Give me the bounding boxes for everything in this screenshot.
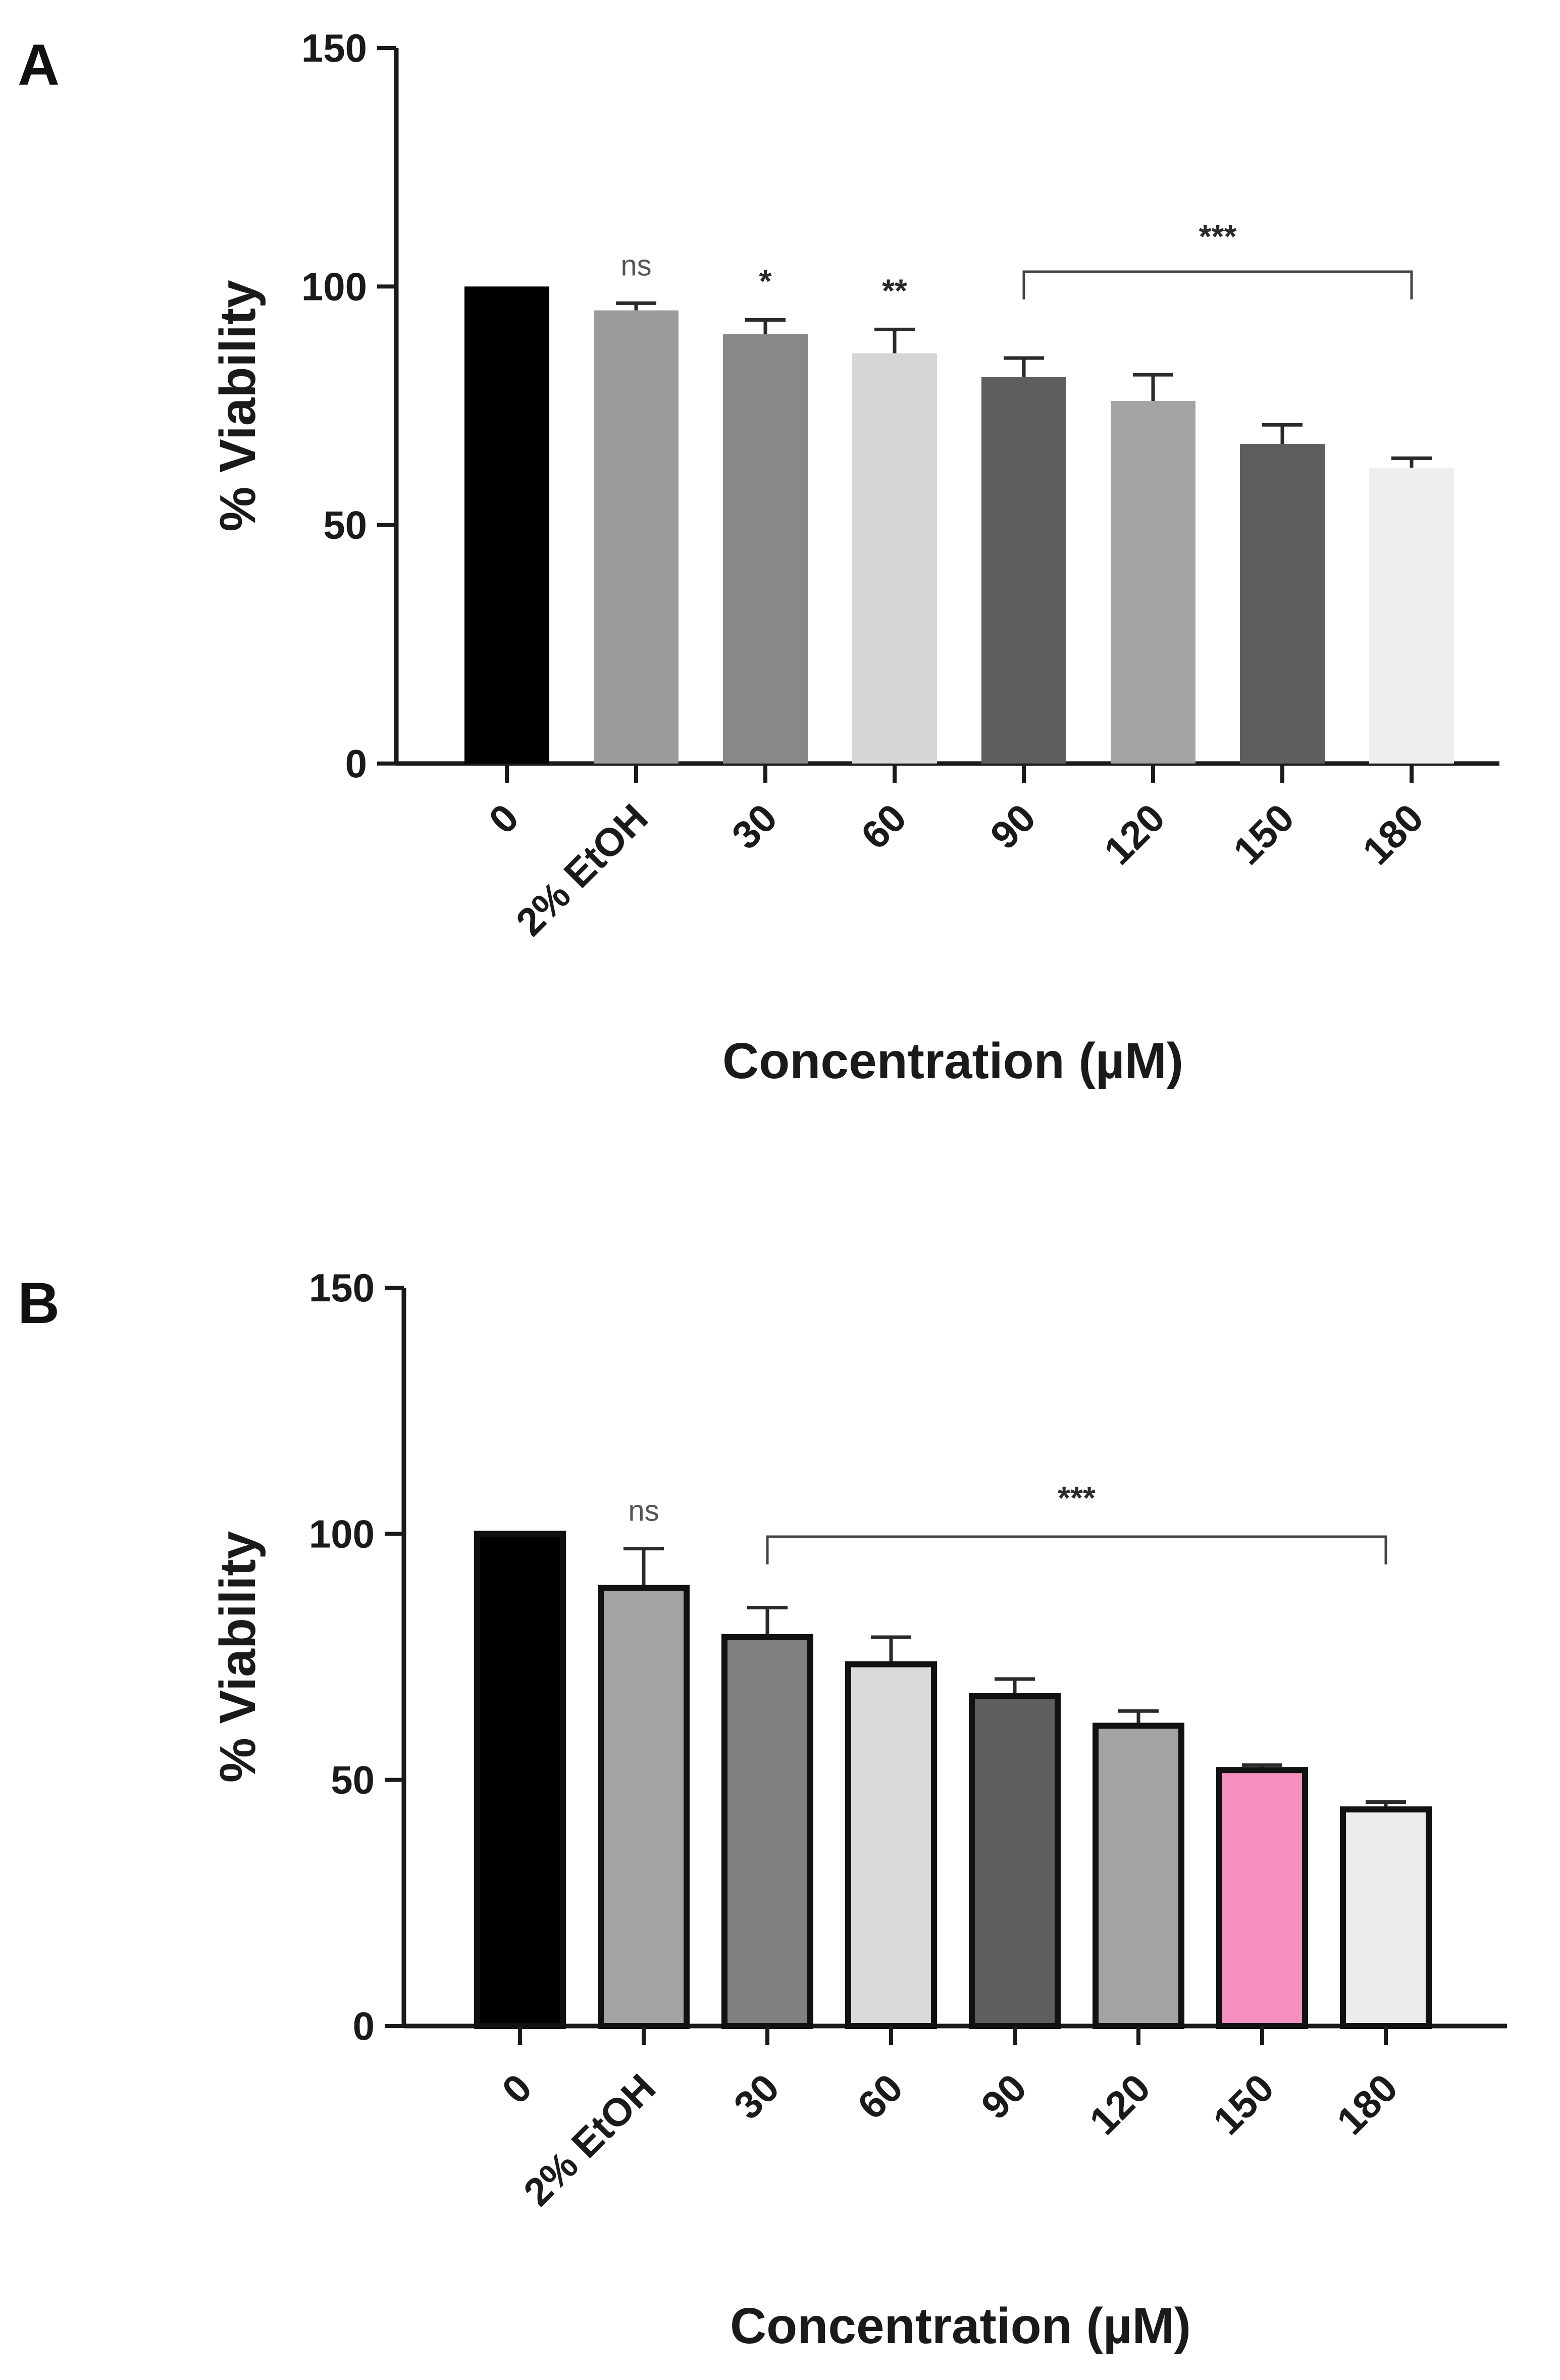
significance-bracket-label: ***	[1058, 1480, 1096, 1516]
bar-150	[1216, 1767, 1308, 2029]
y-tick-label: 50	[331, 1758, 375, 1802]
y-tick-label: 0	[353, 2004, 375, 2048]
bar-180	[1369, 468, 1454, 764]
bar-120	[1093, 1723, 1184, 2030]
bar-180	[1340, 1806, 1432, 2030]
significance-bracket	[766, 1535, 1387, 1564]
bar-90	[981, 377, 1066, 764]
panel-letter-a: A	[18, 33, 60, 97]
y-tick-label: 0	[345, 741, 367, 786]
significance-bracket-label: ***	[1199, 218, 1237, 255]
significance-bracket	[1022, 270, 1413, 299]
x-axis-title: Concentration (µM)	[722, 1033, 1183, 1089]
y-axis-title: % Viability	[210, 280, 266, 532]
y-tick-label: 100	[309, 1511, 375, 1556]
significance-label: ns	[620, 249, 651, 282]
bar-60	[845, 1661, 937, 2030]
y-tick-label: 150	[309, 1265, 375, 1310]
bar-30	[723, 334, 808, 764]
bar-120	[1111, 401, 1195, 764]
bar-60	[852, 353, 937, 764]
bar-30	[721, 1634, 813, 2030]
bar-150	[1240, 444, 1325, 764]
significance-label: *	[759, 263, 772, 299]
bar-2-etoh	[598, 1585, 690, 2029]
significance-label: ns	[628, 1495, 659, 1528]
panel-letter-b: B	[18, 1271, 60, 1336]
bar-0	[474, 1531, 566, 2029]
significance-label: **	[882, 272, 907, 309]
y-tick-label: 100	[301, 264, 367, 309]
x-axis-title: Concentration (µM)	[730, 2298, 1191, 2354]
bar-0	[464, 286, 549, 764]
y-tick-label: 50	[323, 503, 367, 547]
bar-2-etoh	[594, 310, 679, 764]
y-tick-label: 150	[301, 26, 367, 70]
bar-90	[969, 1693, 1061, 2030]
y-axis-title: % Viability	[210, 1531, 266, 1783]
